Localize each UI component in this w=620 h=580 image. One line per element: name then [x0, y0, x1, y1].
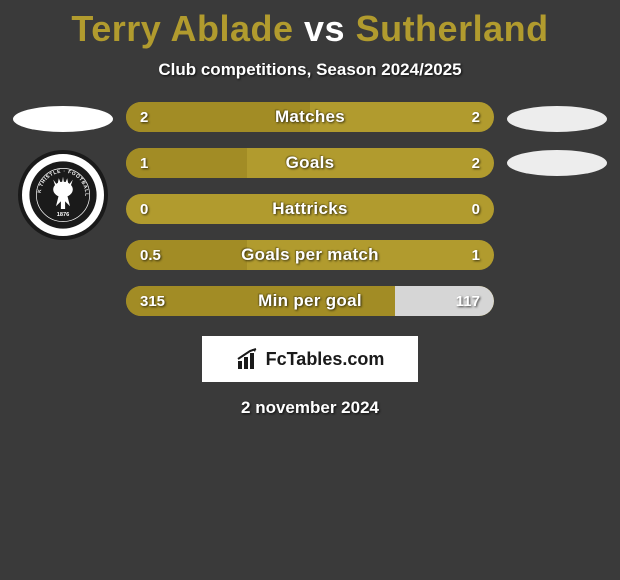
- thistle-crest-icon: PARTICK THISTLE · FOOTBALL CLUB 1876: [28, 160, 98, 230]
- player1-marker: [13, 106, 113, 132]
- stat-label: Matches: [126, 102, 494, 132]
- crest-year: 1876: [57, 212, 69, 218]
- logo-text: FcTables.com: [266, 349, 385, 370]
- source-logo: FcTables.com: [202, 336, 418, 382]
- right-side: [502, 102, 612, 176]
- chart-icon: [236, 347, 260, 371]
- stat-label: Goals per match: [126, 240, 494, 270]
- player2-marker-2: [507, 150, 607, 176]
- left-side: PARTICK THISTLE · FOOTBALL CLUB 1876: [8, 102, 118, 240]
- player2-marker-1: [507, 106, 607, 132]
- subtitle: Club competitions, Season 2024/2025: [0, 60, 620, 80]
- stat-label: Hattricks: [126, 194, 494, 224]
- stat-bar: 22Matches: [126, 102, 494, 132]
- comparison-body: PARTICK THISTLE · FOOTBALL CLUB 1876 22M…: [0, 102, 620, 316]
- player1-name: Terry Ablade: [71, 8, 293, 49]
- comparison-title: Terry Ablade vs Sutherland: [0, 0, 620, 50]
- stat-bar: 315117Min per goal: [126, 286, 494, 316]
- stat-label: Goals: [126, 148, 494, 178]
- date-text: 2 november 2024: [0, 398, 620, 418]
- stat-bar: 0.51Goals per match: [126, 240, 494, 270]
- stat-bar: 00Hattricks: [126, 194, 494, 224]
- stat-bars: 22Matches 12Goals 00Hattricks 0.51Goals per…: [118, 102, 502, 316]
- stat-label: Min per goal: [126, 286, 494, 316]
- vs-text: vs: [304, 8, 345, 49]
- player2-name: Sutherland: [356, 8, 549, 49]
- player1-crest: PARTICK THISTLE · FOOTBALL CLUB 1876: [18, 150, 108, 240]
- stat-bar: 12Goals: [126, 148, 494, 178]
